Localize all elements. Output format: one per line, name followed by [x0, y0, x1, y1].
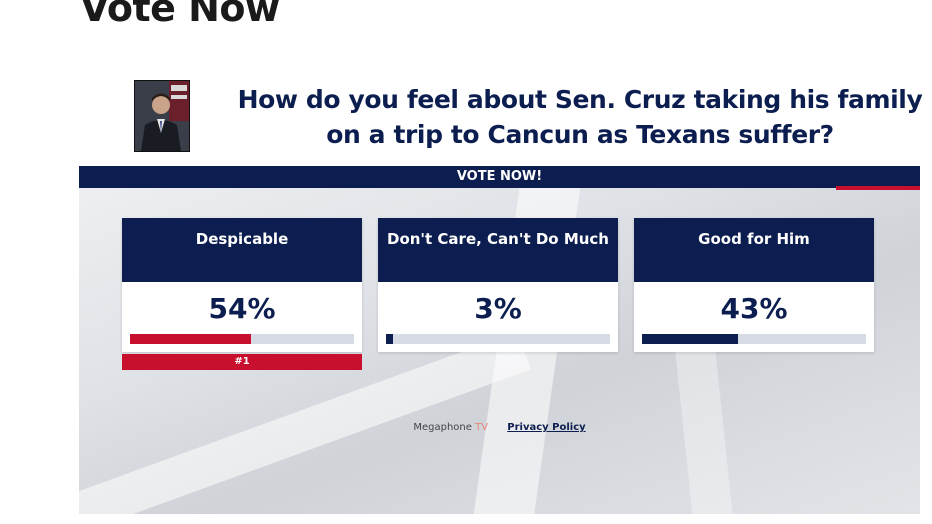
privacy-policy-link[interactable]: Privacy Policy: [507, 422, 586, 433]
option-label: Despicable: [122, 218, 362, 282]
option-progress-track: [642, 334, 866, 344]
option-percent: 3%: [474, 292, 522, 325]
rank-badge: #1: [122, 354, 362, 370]
option-progress-track: [130, 334, 354, 344]
brand-accent: TV: [475, 422, 489, 433]
poll-footer: Megaphone TV Privacy Policy: [79, 422, 920, 433]
option-progress-track: [386, 334, 610, 344]
banner-red-accent: [836, 186, 920, 190]
person-photo-icon: [135, 81, 189, 151]
option-progress-fill: [642, 334, 739, 344]
option-percent: 54%: [208, 292, 276, 325]
option-label: Don't Care, Can't Do Much: [378, 218, 618, 282]
option-progress-fill: [386, 334, 393, 344]
poll-option-dont-care[interactable]: Don't Care, Can't Do Much 3%: [378, 218, 618, 352]
option-progress-fill: [130, 334, 251, 344]
poll-question: How do you feel about Sen. Cruz taking h…: [237, 85, 923, 149]
page-heading: Vote Now: [80, 0, 280, 30]
poll-widget: VOTE NOW! Despicable 54% Don't Care, Can…: [79, 166, 920, 514]
brand-name: Megaphone: [413, 422, 472, 433]
option-label: Good for Him: [634, 218, 874, 282]
vote-now-banner: VOTE NOW!: [79, 166, 920, 188]
person-photo-thumbnail: [134, 80, 190, 152]
megaphone-tv-logo[interactable]: Megaphone TV: [413, 422, 488, 433]
poll-option-despicable[interactable]: Despicable 54%: [122, 218, 362, 352]
option-percent: 43%: [720, 292, 788, 325]
poll-option-good-for-him[interactable]: Good for Him 43%: [634, 218, 874, 352]
